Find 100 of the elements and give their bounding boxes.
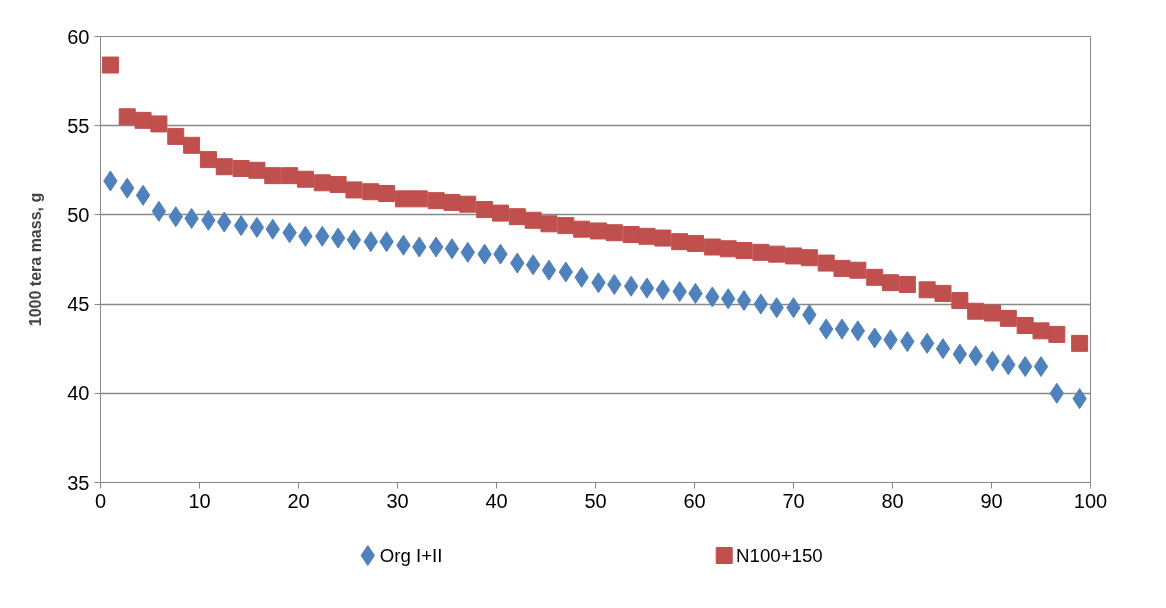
x-tick-label: 100 [1073, 489, 1108, 512]
point [476, 201, 494, 219]
point [785, 247, 802, 265]
point [898, 275, 916, 293]
point [524, 211, 542, 229]
point [1033, 356, 1049, 378]
point [834, 318, 850, 340]
point [605, 224, 623, 242]
point [281, 167, 299, 185]
point [525, 254, 541, 276]
point [540, 215, 558, 233]
point [444, 238, 460, 260]
point [768, 245, 786, 263]
point [134, 111, 152, 129]
point [849, 261, 867, 279]
y-tick-label: 45 [67, 293, 90, 316]
point [573, 220, 591, 238]
point [345, 181, 363, 199]
y-tick-label: 60 [67, 25, 90, 48]
point [428, 236, 444, 258]
point [541, 259, 557, 281]
point [427, 192, 445, 210]
point [167, 127, 185, 145]
point [329, 176, 347, 194]
point [232, 160, 250, 178]
point [935, 338, 951, 360]
point [378, 184, 396, 202]
point [639, 277, 655, 299]
point [491, 204, 509, 222]
x-tick-label: 70 [782, 489, 805, 512]
point [983, 304, 1001, 322]
point [215, 158, 233, 176]
legend-label: N100+150 [736, 545, 823, 566]
point [736, 290, 752, 312]
point [686, 234, 704, 252]
x-tick-label: 20 [287, 489, 310, 512]
point [362, 183, 380, 201]
x-tick-label: 60 [683, 489, 706, 512]
point [151, 200, 167, 222]
point [752, 243, 770, 261]
y-tick-label: 35 [67, 471, 90, 494]
point [1032, 322, 1050, 340]
point [443, 193, 461, 211]
point [833, 259, 851, 277]
y-tick-label: 50 [67, 203, 90, 226]
x-tick-label: 90 [980, 489, 1003, 512]
point [346, 229, 362, 251]
x-tick-label: 10 [188, 489, 211, 512]
point [919, 332, 935, 354]
point [1048, 325, 1066, 343]
x-tick-label: 30 [386, 489, 409, 512]
point [850, 320, 866, 342]
point [199, 151, 217, 169]
point [296, 170, 314, 188]
point [233, 215, 249, 237]
point [1017, 356, 1033, 378]
point [118, 108, 136, 126]
point [882, 274, 900, 292]
point [589, 222, 607, 240]
point [264, 167, 282, 185]
point [313, 174, 331, 192]
point [394, 190, 412, 208]
point [951, 292, 969, 310]
point [817, 254, 835, 272]
y-axis-title: 1000 tera mass, g [27, 192, 45, 327]
y-tick-label: 55 [67, 114, 90, 137]
point [410, 190, 428, 208]
point [1049, 382, 1065, 404]
point [330, 227, 346, 249]
point [638, 227, 656, 245]
point [671, 233, 689, 251]
point [800, 249, 818, 267]
point [999, 309, 1017, 327]
point [654, 229, 672, 247]
point [967, 302, 985, 320]
y-tick-label: 40 [67, 382, 90, 405]
point [918, 281, 936, 299]
point [248, 161, 266, 179]
point [719, 240, 737, 258]
point [101, 56, 119, 74]
point [735, 242, 753, 260]
x-tick-label: 80 [881, 489, 904, 512]
point [183, 136, 201, 154]
point [1071, 334, 1089, 352]
point [150, 115, 168, 133]
legend-label: Org I+II [379, 545, 443, 566]
point [703, 238, 721, 256]
point [135, 184, 151, 206]
point [249, 216, 265, 238]
x-tick-label: 50 [584, 489, 607, 512]
point [557, 217, 575, 235]
point [622, 226, 640, 244]
point [934, 284, 952, 302]
point [459, 195, 477, 213]
x-tick-label: 0 [94, 489, 107, 512]
point [623, 275, 639, 297]
point [1016, 317, 1034, 335]
point [508, 208, 526, 226]
point [866, 268, 884, 286]
point [720, 288, 736, 310]
